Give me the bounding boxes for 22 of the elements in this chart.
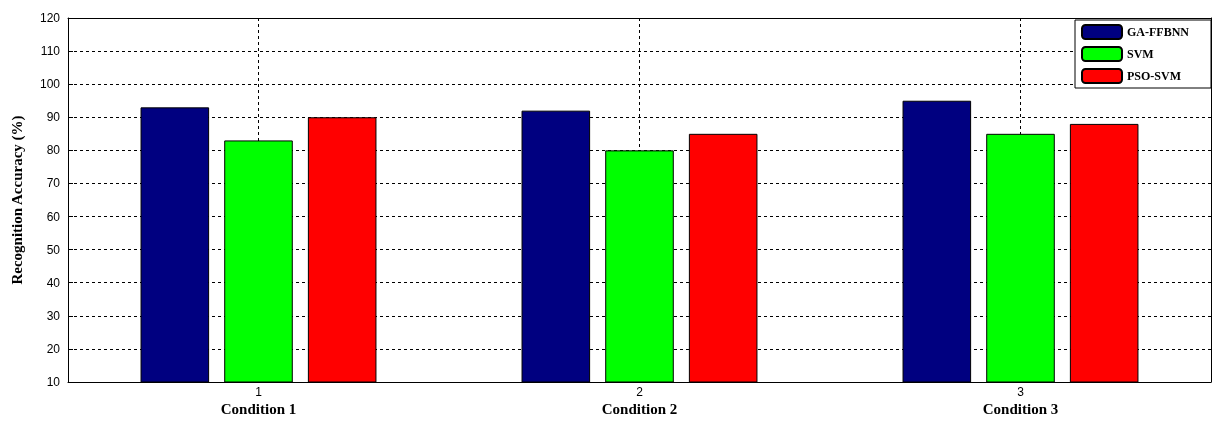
x-tick-label: 1 — [255, 385, 263, 399]
x-tick-label: 3 — [1017, 385, 1025, 399]
y-tick-label: 60 — [46, 209, 61, 224]
y-axis-title: Recognition Accuracy (%) — [8, 115, 26, 285]
text: Condition 2 — [601, 400, 678, 417]
text: Condition 3 — [982, 400, 1059, 417]
legend-label: SVM — [1127, 47, 1154, 61]
y-tick-label: 120 — [39, 11, 61, 25]
y-tick-label: 40 — [46, 275, 61, 290]
y-tick-label: 70 — [46, 176, 61, 191]
y-tick-label: 30 — [46, 308, 61, 323]
x-tick-label: 2 — [636, 385, 644, 399]
y-tick-label: 10 — [46, 375, 61, 389]
legend-label: PSO-SVM — [1127, 69, 1182, 83]
y-tick-label: 90 — [46, 110, 61, 125]
text: Condition 1 — [220, 400, 297, 417]
y-tick-label: 110 — [40, 44, 61, 59]
y-tick-label: 20 — [46, 341, 61, 356]
y-tick-label: 100 — [39, 77, 61, 92]
legend-label: GA-FFBNN — [1127, 25, 1190, 39]
y-tick-label: 50 — [46, 242, 61, 257]
y-tick-label: 80 — [46, 143, 61, 158]
